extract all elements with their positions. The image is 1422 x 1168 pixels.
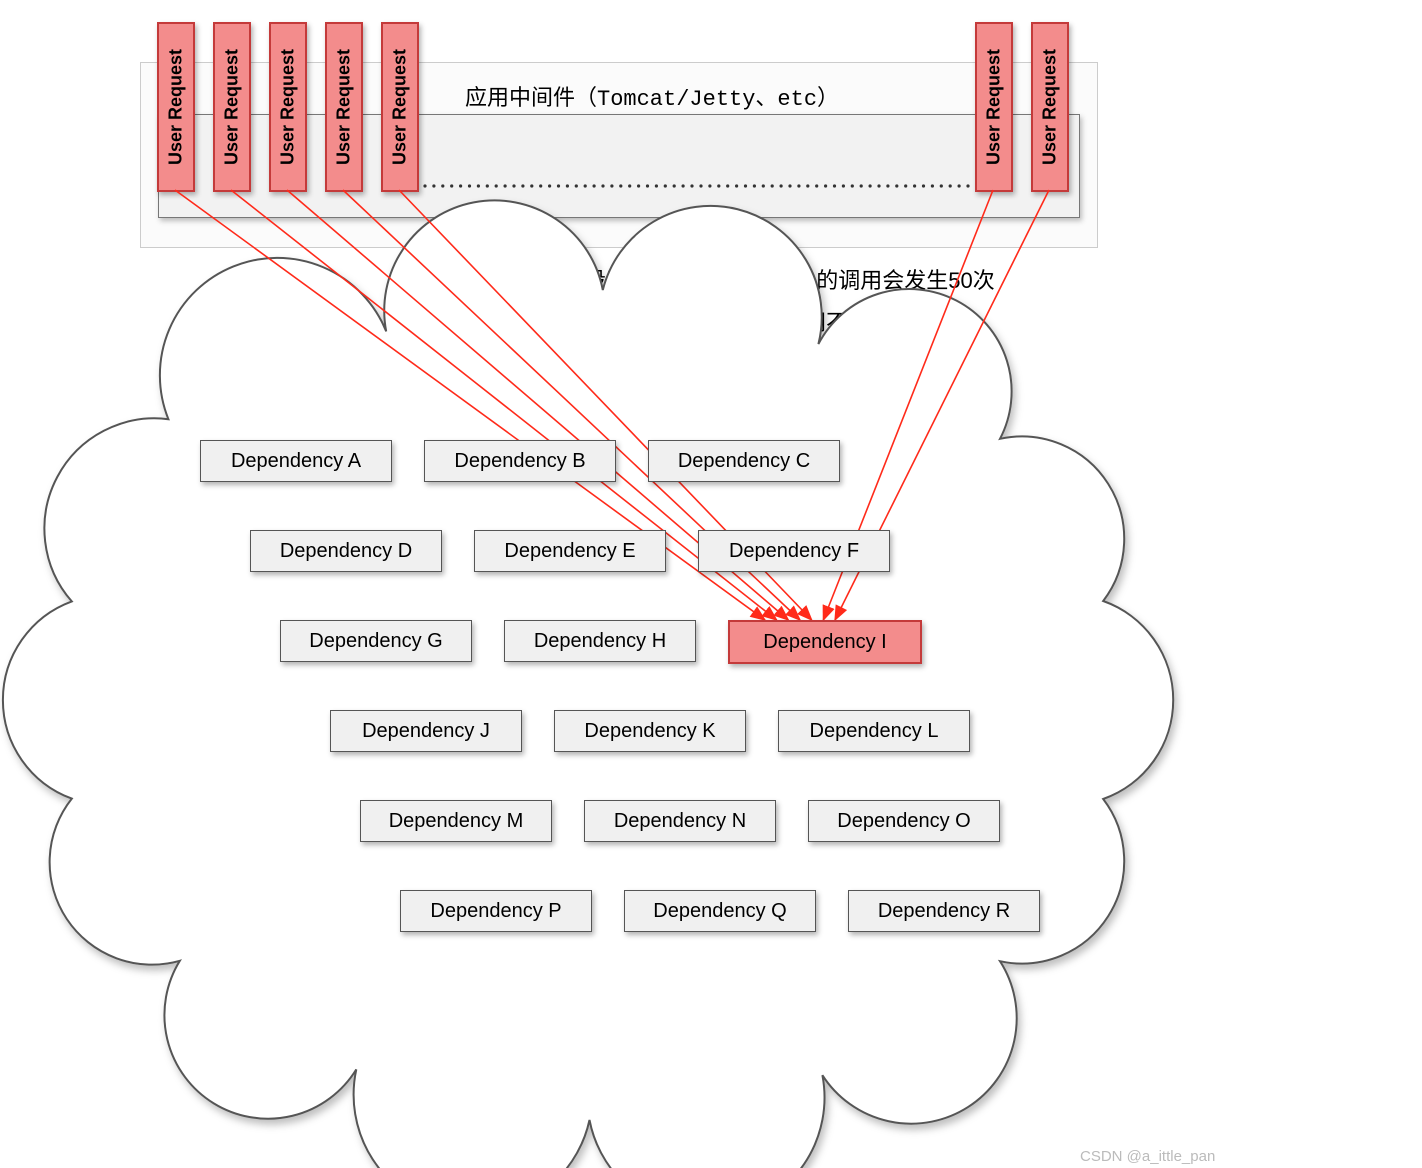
user-request-box: User Request <box>269 22 307 192</box>
user-request-label: User Request <box>390 49 411 165</box>
dependency-box: Dependency G <box>280 620 472 662</box>
user-request-label: User Request <box>278 49 299 165</box>
dependency-box: Dependency P <box>400 890 592 932</box>
dependency-box: Dependency N <box>584 800 776 842</box>
dependency-box: Dependency C <box>648 440 840 482</box>
dependency-box: Dependency M <box>360 800 552 842</box>
user-request-label: User Request <box>166 49 187 165</box>
dependency-box: Dependency K <box>554 710 746 752</box>
dependency-box: Dependency L <box>778 710 970 752</box>
user-request-label: User Request <box>222 49 243 165</box>
dependency-box: Dependency D <box>250 530 442 572</box>
user-request-box: User Request <box>157 22 195 192</box>
dependency-box: Dependency O <box>808 800 1000 842</box>
dependency-box-highlighted: Dependency I <box>728 620 922 664</box>
user-request-label: User Request <box>984 49 1005 165</box>
watermark: CSDN @a_ittle_pan <box>1080 1148 1215 1165</box>
dependency-box: Dependency J <box>330 710 522 752</box>
dependency-box: Dependency H <box>504 620 696 662</box>
user-request-box: User Request <box>213 22 251 192</box>
annotation-line: 假设平均1秒钟内对该服务的调用会发生50次 <box>562 260 995 302</box>
user-request-box: User Request <box>381 22 419 192</box>
dependency-box: Dependency A <box>200 440 392 482</box>
user-request-label: User Request <box>1040 49 1061 165</box>
dependency-box: Dependency Q <box>624 890 816 932</box>
user-request-box: User Request <box>975 22 1013 192</box>
middleware-title: 应用中间件（Tomcat/Jetty、etc） <box>465 80 839 112</box>
annotation-line: 就意味着该服务如果长时间不结束的话 <box>562 302 995 344</box>
dependency-box: Dependency B <box>424 440 616 482</box>
user-request-box: User Request <box>325 22 363 192</box>
dependency-box: Dependency E <box>474 530 666 572</box>
user-request-box: User Request <box>1031 22 1069 192</box>
annotation-line: 每秒会有50条用户线程被阻塞 <box>562 344 995 386</box>
dependency-box: Dependency R <box>848 890 1040 932</box>
user-request-label: User Request <box>334 49 355 165</box>
dependency-box: Dependency F <box>698 530 890 572</box>
annotation-text: 假设平均1秒钟内对该服务的调用会发生50次就意味着该服务如果长时间不结束的话每秒… <box>562 260 995 386</box>
